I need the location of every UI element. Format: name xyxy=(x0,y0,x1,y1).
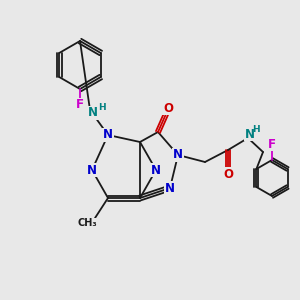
Text: N: N xyxy=(103,128,113,142)
Text: O: O xyxy=(163,101,173,115)
Text: N: N xyxy=(173,148,183,161)
Text: F: F xyxy=(268,137,276,151)
Text: N: N xyxy=(88,106,98,119)
Text: N: N xyxy=(245,128,255,140)
Text: O: O xyxy=(223,167,233,181)
Text: N: N xyxy=(165,182,175,194)
Text: N: N xyxy=(87,164,97,176)
Text: H: H xyxy=(252,124,260,134)
Text: H: H xyxy=(98,103,106,112)
Text: CH₃: CH₃ xyxy=(77,218,97,228)
Text: F: F xyxy=(76,98,84,112)
Text: N: N xyxy=(151,164,161,176)
